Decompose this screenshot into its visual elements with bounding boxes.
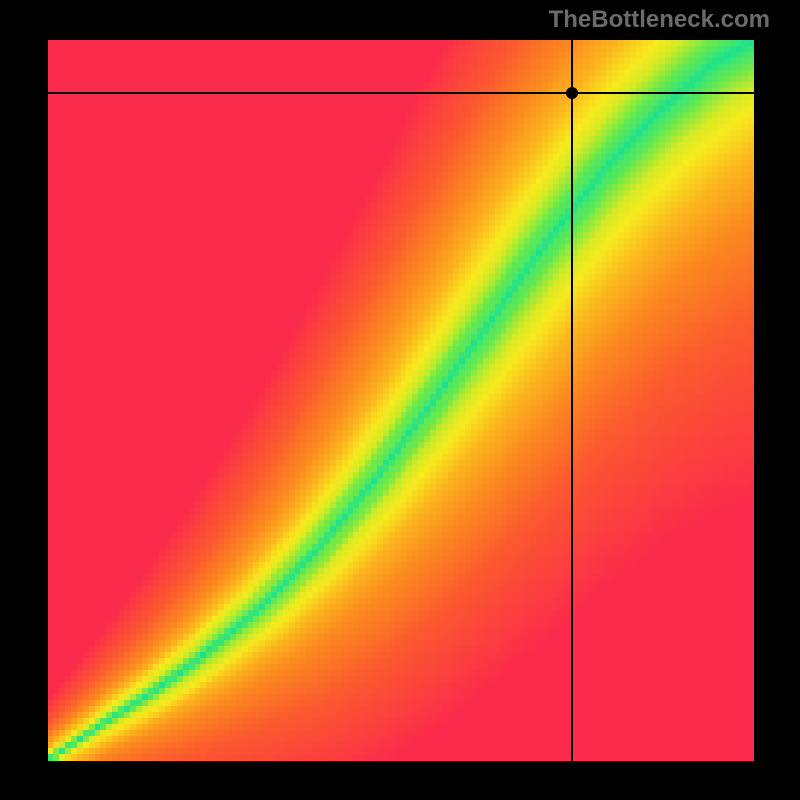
crosshair-horizontal xyxy=(48,92,754,94)
watermark-text: TheBottleneck.com xyxy=(549,6,770,34)
crosshair-vertical xyxy=(571,40,573,761)
chart-container: { "canvas": { "width": 800, "height": 80… xyxy=(0,0,800,800)
bottleneck-heatmap xyxy=(48,40,754,761)
crosshair-marker xyxy=(566,87,578,99)
